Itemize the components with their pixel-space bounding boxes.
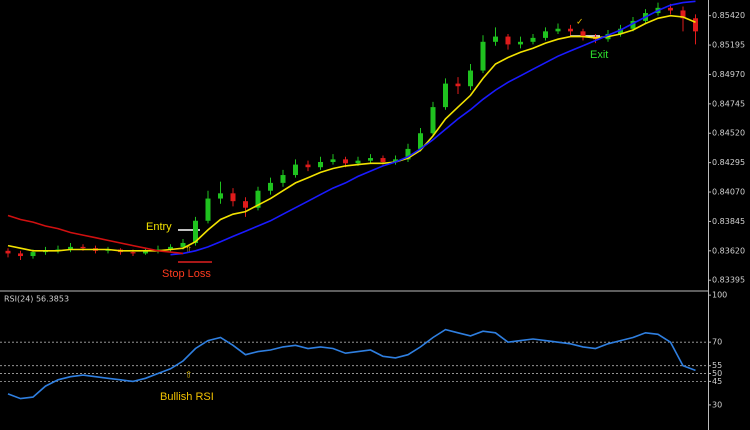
candle-body	[630, 20, 636, 29]
candle-body	[418, 133, 423, 149]
candle-body	[405, 148, 411, 160]
candle-body	[480, 41, 486, 71]
candle-body	[180, 242, 186, 247]
candle-body	[255, 190, 261, 208]
candle-body	[455, 83, 461, 87]
y-tick-label: 30	[712, 400, 722, 409]
exit-label: Exit	[590, 49, 608, 61]
candle-body	[68, 246, 73, 250]
entry-label: Entry	[146, 221, 172, 233]
candle-body	[280, 175, 286, 183]
candle-body	[230, 193, 236, 202]
y-tick-label: 0.84745	[712, 99, 745, 108]
y-tick-label: 0.83845	[712, 217, 745, 226]
candle-body	[530, 37, 536, 42]
candle-body	[493, 36, 498, 42]
candle-body	[143, 250, 148, 254]
candle-body	[218, 193, 223, 199]
ma-line	[7, 214, 184, 255]
candle-body	[205, 198, 211, 221]
y-tick-label: 0.83620	[712, 246, 745, 255]
stop-loss-label: Stop Loss	[162, 268, 211, 280]
candle-body	[368, 158, 373, 161]
y-tick-label: 0.84520	[712, 129, 745, 138]
candle-body	[330, 159, 336, 162]
candle-body	[293, 164, 298, 176]
y-tick-label: 0.85195	[712, 41, 745, 50]
candle-body	[543, 31, 548, 38]
candle-body	[30, 252, 36, 257]
candle-body	[580, 31, 586, 37]
candle-body	[5, 250, 11, 254]
y-tick-label: 0.84295	[712, 158, 745, 167]
y-tick-label: 0.84070	[712, 188, 745, 197]
candle-body	[305, 164, 311, 168]
candle-body	[193, 220, 198, 243]
candle-body	[168, 246, 173, 250]
candle-body	[555, 28, 561, 32]
candle-body	[443, 83, 448, 108]
y-tick-label: 0.84970	[712, 70, 745, 79]
candle-body	[318, 161, 323, 168]
ma-line	[170, 0, 696, 256]
candle-body	[343, 159, 348, 164]
candle-body	[668, 7, 673, 11]
candle-body	[468, 70, 473, 87]
candle-body	[18, 253, 23, 257]
y-tick-label: 70	[712, 338, 722, 347]
y-tick-label: 45	[712, 377, 722, 386]
candle-body	[380, 158, 386, 162]
candle-body	[393, 159, 398, 162]
entry-arrow: ⇧	[185, 246, 193, 256]
candle-body	[430, 107, 436, 134]
y-tick-label: 100	[712, 291, 727, 300]
candle-body	[130, 252, 136, 254]
candle-body	[568, 28, 573, 32]
ma-line	[7, 328, 696, 400]
y-tick-label: 55	[712, 361, 722, 370]
bullish-rsi-label: Bullish RSI	[160, 391, 214, 403]
candle-body	[505, 36, 511, 45]
candle-body	[680, 10, 686, 19]
candle-body	[693, 18, 698, 32]
exit-check: ✓	[576, 18, 584, 28]
rsi-title: RSI(24) 56.3853	[4, 295, 69, 304]
rsi-arrow: ⇧	[185, 371, 193, 381]
y-tick-label: 0.83395	[712, 276, 745, 285]
candle-body	[618, 28, 623, 34]
candle-body	[518, 41, 523, 45]
candle-body	[243, 201, 248, 208]
candle-body	[80, 246, 86, 249]
candle-body	[355, 160, 361, 164]
candle-body	[268, 182, 273, 191]
y-tick-label: 0.85420	[712, 11, 745, 20]
y-tick-label: 50	[712, 369, 722, 378]
ma-line	[7, 14, 696, 252]
